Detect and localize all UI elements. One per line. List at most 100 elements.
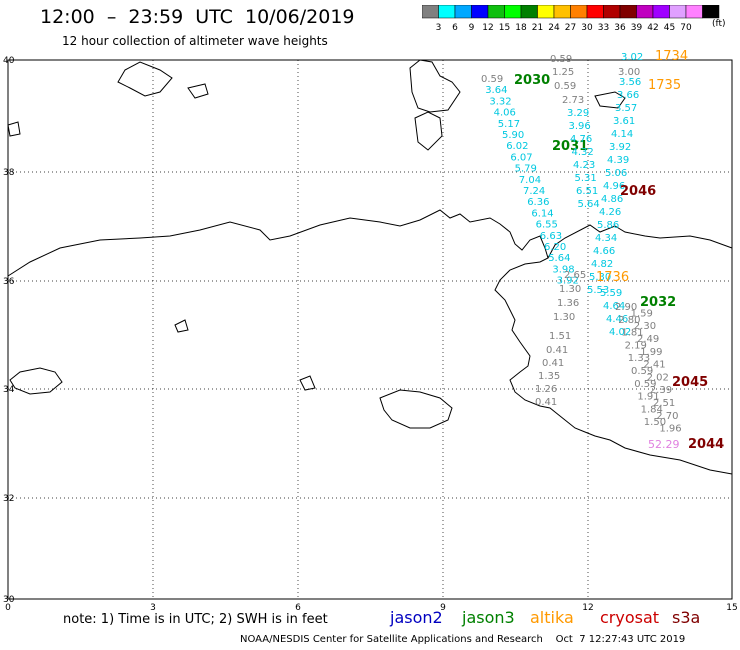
track-value: 5.59: [600, 288, 622, 299]
wave-height-color-scale: 3 6 9 12 15 18 21 24 27 30 33 36 39 42 45 70: [422, 5, 720, 33]
coastline: [7, 59, 733, 475]
track-value: 4.82: [591, 259, 613, 270]
track-value: 2031: [552, 139, 588, 154]
track-value: 5.30: [589, 272, 611, 283]
track-value: 0.59: [631, 366, 653, 377]
satellite-jason3: jason3: [462, 608, 515, 627]
track-value: 0.41: [546, 345, 568, 356]
track-value: 1.96: [659, 424, 681, 435]
scale-label: 21: [532, 23, 543, 33]
scale-label: 36: [614, 23, 626, 33]
track-value: 4.96: [603, 181, 625, 192]
track-value: 2032: [640, 295, 676, 310]
track-value: 6.36: [527, 197, 549, 208]
track-value: 5.06: [605, 168, 627, 179]
track-value: 2.51: [653, 398, 675, 409]
track-value: 4.64: [603, 301, 625, 312]
lat-label: 32: [3, 494, 14, 504]
track-value: 6.51: [576, 186, 598, 197]
track-value: 1.91: [637, 392, 659, 403]
track-value: 2.49: [637, 334, 659, 345]
track-value: 0.59: [481, 74, 503, 85]
map-subtitle: 12 hour collection of altimeter wave hei…: [62, 34, 328, 48]
track-value: 0.59: [634, 379, 656, 390]
track-value: 5.31: [575, 173, 597, 184]
track-value: 4.06: [494, 108, 516, 119]
scale-label: 24: [548, 23, 560, 33]
track-value: 0.41: [542, 358, 564, 369]
track-value: 4.32: [572, 147, 594, 158]
track-value: 1.33: [628, 353, 650, 364]
track-value: 5.53: [587, 285, 609, 296]
unit-label: (ft): [712, 19, 726, 29]
lon-label: 12: [582, 603, 593, 613]
track-value: 1.30: [553, 312, 575, 323]
track-value: 1.30: [559, 284, 581, 295]
track-value: 2046: [620, 184, 656, 199]
track-value: 7.24: [523, 186, 545, 197]
scale-label: 39: [631, 23, 643, 33]
track-value: 3.57: [615, 103, 637, 114]
scale-label: 45: [664, 23, 675, 33]
track-value: 2.41: [643, 360, 665, 371]
track-value: 1.35: [538, 371, 560, 382]
track-value: 6.14: [531, 208, 553, 219]
track-value: 2044: [688, 437, 724, 452]
track-value: 1.81: [621, 328, 643, 339]
track-value: 5.90: [502, 130, 524, 141]
lat-lon-grid: [8, 60, 732, 599]
track-value: 4.39: [607, 155, 629, 166]
map-frame: [7, 59, 733, 600]
track-value: 3.92: [557, 276, 579, 287]
track-value: 2.19: [625, 340, 647, 351]
track-value: 3.64: [485, 85, 507, 96]
lon-label: 0: [5, 603, 11, 613]
lon-label: 15: [726, 603, 737, 613]
track-value: 1.25: [552, 67, 574, 78]
track-value: 2.90: [615, 302, 637, 313]
scale-label: 18: [515, 23, 527, 33]
track-values: 0.593.643.324.065.175.906.026.075.797.04…: [481, 49, 724, 452]
scale-label: 42: [647, 23, 658, 33]
scale-label: 30: [581, 23, 593, 33]
track-value: 4.86: [601, 194, 623, 205]
track-value: 5.64: [548, 253, 570, 264]
track-value: 3.00: [618, 67, 640, 78]
lat-label: 40: [3, 56, 15, 66]
track-value: 4.02: [609, 327, 631, 338]
track-value: 0.41: [535, 397, 557, 408]
track-value: 1735: [648, 78, 681, 93]
track-value: 6.20: [544, 242, 566, 253]
track-value: 3.56: [619, 77, 641, 88]
satellite-cryosat: cryosat: [600, 608, 660, 627]
track-value: 4.34: [595, 233, 617, 244]
track-value: 7.04: [519, 175, 541, 186]
track-value: 1.26: [535, 384, 557, 395]
track-value: 1.84: [641, 404, 663, 415]
track-value: 4.66: [593, 246, 615, 257]
track-value: 5.64: [578, 199, 600, 210]
track-value: 2045: [672, 375, 708, 390]
track-value: 1.36: [557, 298, 579, 309]
track-value: 5.79: [515, 164, 537, 175]
satellite-s3a: s3a: [672, 608, 701, 627]
track-value: 6.07: [510, 152, 532, 163]
track-value: 4.14: [611, 129, 633, 140]
satellite-jason2: jason2: [390, 608, 443, 627]
track-value: 3.29: [567, 108, 589, 119]
scale-label: 27: [565, 23, 576, 33]
track-value: 2.02: [647, 372, 669, 383]
track-value: 6.63: [540, 231, 562, 242]
track-value: 4.76: [570, 134, 592, 145]
map-title: 12:00 – 23:59 UTC 10/06/2019: [40, 6, 355, 28]
satellite-altika: altika: [530, 608, 574, 627]
scale-label: 9: [469, 23, 475, 33]
lat-label: 34: [3, 385, 15, 395]
track-value: 1.99: [640, 347, 662, 358]
lon-label: 3: [150, 603, 156, 613]
track-value: 3.96: [569, 121, 591, 132]
track-value: 2.80: [618, 315, 640, 326]
track-value: 4.26: [599, 207, 621, 218]
credit-line: NOAA/NESDIS Center for Satellite Applica…: [240, 634, 686, 645]
scale-label: 12: [482, 23, 493, 33]
